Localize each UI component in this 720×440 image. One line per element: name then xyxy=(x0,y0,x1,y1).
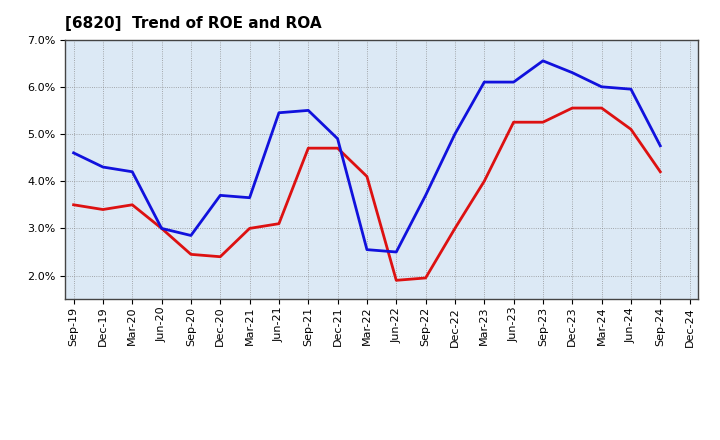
ROA xyxy=(333,136,342,141)
ROE xyxy=(480,179,489,184)
ROA xyxy=(598,84,606,89)
ROE xyxy=(274,221,283,226)
ROA xyxy=(186,233,195,238)
ROE xyxy=(128,202,137,207)
ROE xyxy=(421,275,430,281)
ROA xyxy=(626,87,635,92)
ROA xyxy=(539,58,547,63)
ROA xyxy=(656,143,665,148)
ROA xyxy=(128,169,137,174)
ROE xyxy=(598,106,606,111)
ROE xyxy=(451,226,459,231)
ROE xyxy=(304,146,312,151)
ROE xyxy=(216,254,225,259)
ROE xyxy=(157,226,166,231)
ROE xyxy=(333,146,342,151)
Text: [6820]  Trend of ROE and ROA: [6820] Trend of ROE and ROA xyxy=(65,16,321,32)
ROA xyxy=(216,193,225,198)
Line: ROE: ROE xyxy=(73,108,660,280)
ROA xyxy=(99,165,107,170)
ROE xyxy=(392,278,400,283)
ROE xyxy=(509,120,518,125)
ROA xyxy=(568,70,577,75)
ROE xyxy=(363,174,372,179)
Line: ROA: ROA xyxy=(73,61,660,252)
ROA xyxy=(304,108,312,113)
ROA xyxy=(392,249,400,255)
ROA xyxy=(157,226,166,231)
ROA xyxy=(480,80,489,85)
ROA xyxy=(451,132,459,137)
ROE xyxy=(69,202,78,207)
ROA xyxy=(274,110,283,115)
ROE xyxy=(99,207,107,212)
ROE xyxy=(656,169,665,174)
ROE xyxy=(539,120,547,125)
ROA xyxy=(246,195,254,200)
ROE xyxy=(246,226,254,231)
ROE xyxy=(626,127,635,132)
ROE xyxy=(568,106,577,111)
ROA xyxy=(69,150,78,155)
ROE xyxy=(186,252,195,257)
ROA xyxy=(421,193,430,198)
ROA xyxy=(509,80,518,85)
ROA xyxy=(363,247,372,252)
